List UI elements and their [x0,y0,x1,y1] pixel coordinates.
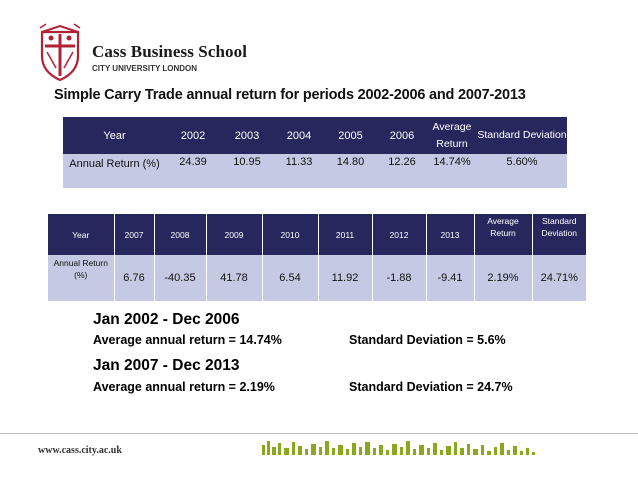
period2-average: Average annual return = 2.19% [93,380,275,394]
value-cell: 12.26 [377,154,427,188]
annual-return-label: Annual Return (%) [48,255,115,301]
value-cell: -40.35 [154,255,207,301]
slide-title: Simple Carry Trade annual return for per… [54,87,526,103]
year-cell: 2002 [166,117,220,154]
average-return-value: 14.74% [427,154,477,188]
average-return-value: 2.19% [474,255,533,301]
standard-deviation-header: Standard Deviation [477,117,567,154]
table-row: Annual Return (%) 6.76 -40.35 41.78 6.54… [48,255,586,301]
table-header-row: Year 2002 2003 2004 2005 2006 Average Re… [63,117,567,154]
returns-table-2007-2013: Year 2007 2008 2009 2010 2011 2012 2013 … [48,214,586,301]
year-cell: 2004 [274,117,324,154]
value-cell: 14.80 [324,154,377,188]
cass-crest-logo [39,23,81,82]
year-cell: 2009 [206,214,263,255]
annual-return-label: Annual Return (%) [63,154,166,188]
value-cell: 11.92 [318,255,373,301]
period1-heading: Jan 2002 - Dec 2006 [93,311,240,328]
value-cell: 24.39 [166,154,220,188]
standard-deviation-value: 5.60% [477,154,567,188]
period1-std-dev: Standard Deviation = 5.6% [349,333,506,347]
year-cell: 2011 [318,214,373,255]
school-name: Cass Business School [92,42,248,61]
year-cell: 2006 [377,117,427,154]
school-subtitle: CITY UNIVERSITY LONDON [92,64,198,73]
period1-average: Average annual return = 14.74% [93,333,282,347]
standard-deviation-value: 24.71% [532,255,586,301]
year-cell: 2003 [220,117,274,154]
value-cell: 11.33 [274,154,324,188]
year-cell: 2008 [154,214,207,255]
value-cell: 10.95 [220,154,274,188]
year-cell: 2007 [114,214,155,255]
table-row: Annual Return (%) 24.39 10.95 11.33 14.8… [63,154,567,188]
value-cell: -9.41 [426,255,475,301]
year-cell: 2010 [262,214,319,255]
year-header: Year [63,117,166,154]
value-cell: 6.76 [114,255,155,301]
standard-deviation-header: Standard Deviation [532,214,586,255]
period2-std-dev: Standard Deviation = 24.7% [349,380,513,394]
table-header-row: Year 2007 2008 2009 2010 2011 2012 2013 … [48,214,586,255]
value-cell: 6.54 [262,255,319,301]
year-header: Year [48,214,115,255]
footer-divider [0,433,638,434]
skyline-decoration-icon [262,441,535,455]
average-return-header: Average Return [474,214,533,255]
value-cell: -1.88 [372,255,427,301]
returns-table-2002-2006: Year 2002 2003 2004 2005 2006 Average Re… [63,117,567,188]
footer-url[interactable]: www.cass.city.ac.uk [38,445,122,456]
average-return-header: Average Return [427,117,477,154]
value-cell: 41.78 [206,255,263,301]
year-cell: 2013 [426,214,475,255]
period2-heading: Jan 2007 - Dec 2013 [93,357,240,374]
year-cell: 2005 [324,117,377,154]
year-cell: 2012 [372,214,427,255]
